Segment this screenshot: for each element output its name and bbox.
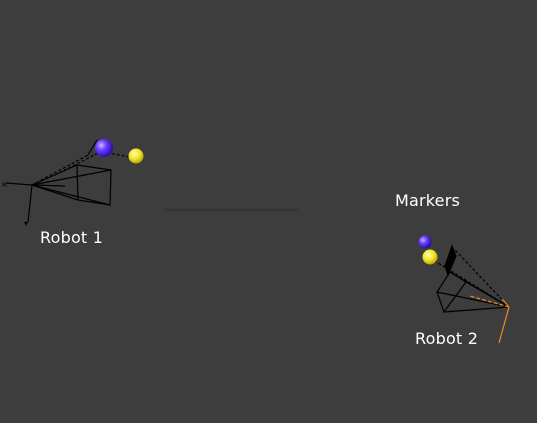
- robot-2-axes: [469, 295, 510, 344]
- robot-2-camera[interactable]: [429, 244, 510, 314]
- arrow-down-glyph: ▾: [24, 219, 28, 228]
- marker-yellow-sphere-1[interactable]: [128, 148, 144, 164]
- markers-label: Markers: [395, 191, 461, 210]
- robot-1-camera[interactable]: [5, 139, 131, 223]
- marker-yellow-sphere-2[interactable]: [422, 249, 438, 265]
- robot-2-label: Robot 2: [415, 329, 479, 348]
- marker-blue-sphere-2[interactable]: [418, 235, 432, 249]
- x-axis-glyph: ×: [1, 180, 8, 189]
- marker-blue-sphere-1[interactable]: [95, 139, 113, 157]
- robot-1-label: Robot 1: [40, 228, 104, 247]
